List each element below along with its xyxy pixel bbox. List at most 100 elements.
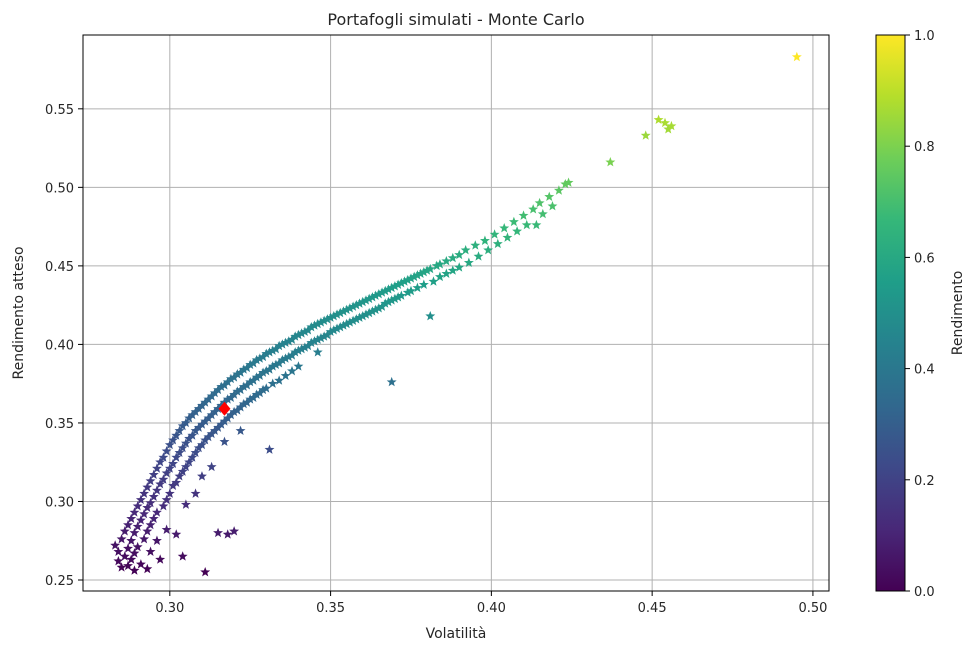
data-point (184, 433, 195, 443)
data-point (274, 375, 285, 385)
chart-title: Portafogli simulati - Monte Carlo (327, 10, 584, 29)
data-point (389, 281, 400, 291)
data-point (791, 51, 802, 62)
data-point (274, 340, 285, 351)
data-point (422, 265, 433, 275)
data-point (123, 560, 133, 571)
data-point (158, 474, 169, 484)
data-point (306, 337, 317, 348)
data-point (171, 430, 182, 440)
data-point (135, 559, 146, 569)
data-point (267, 378, 278, 388)
data-point (126, 554, 137, 564)
data-point (460, 244, 471, 255)
data-point (193, 442, 204, 453)
data-point (225, 409, 236, 420)
data-point (129, 507, 140, 517)
x-axis: 0.30 0.35 0.40 0.45 0.50 (155, 591, 827, 616)
y-tick-label: 0.40 (45, 338, 74, 353)
data-point (235, 384, 246, 395)
data-point (197, 439, 207, 450)
x-tick-label: 0.50 (798, 601, 827, 616)
data-point (351, 314, 362, 324)
data-point (261, 383, 272, 393)
data-point (152, 507, 162, 517)
data-point (560, 179, 571, 189)
data-point (213, 403, 223, 414)
data-point (653, 114, 664, 125)
x-axis-label: Volatilità (426, 626, 487, 642)
data-point (119, 551, 130, 561)
data-point (139, 488, 150, 498)
data-point (264, 347, 275, 357)
y-tick-label: 0.50 (45, 181, 74, 196)
data-point (158, 452, 169, 462)
data-point (479, 235, 490, 245)
data-point (447, 265, 458, 275)
data-point (258, 367, 269, 377)
y-tick-label: 0.55 (45, 103, 74, 118)
data-point (171, 529, 182, 539)
data-point (145, 497, 156, 508)
data-point (139, 508, 150, 519)
data-point (267, 345, 278, 355)
data-point (325, 312, 336, 322)
data-point (367, 306, 378, 316)
x-tick-label: 0.40 (477, 601, 506, 616)
data-point (193, 403, 204, 414)
data-point (235, 367, 246, 377)
data-point (248, 375, 259, 385)
data-point (537, 208, 548, 219)
data-point (335, 307, 346, 318)
data-point (206, 461, 217, 472)
data-point (216, 419, 227, 429)
data-point (161, 494, 172, 505)
data-point (129, 565, 140, 575)
data-point (287, 334, 297, 344)
data-point (370, 304, 381, 315)
data-point (174, 471, 185, 481)
highlight-point (218, 401, 231, 416)
data-point (406, 273, 416, 283)
data-point (322, 329, 333, 340)
data-point (383, 284, 394, 294)
data-point (508, 216, 519, 227)
colorbar-tick-label: 0.6 (914, 251, 935, 266)
data-point (123, 519, 133, 530)
data-point (142, 563, 153, 574)
data-point (290, 331, 301, 341)
data-point (225, 373, 236, 384)
data-point (245, 359, 256, 370)
data-point (534, 197, 545, 208)
data-point (209, 425, 220, 435)
data-point (126, 513, 137, 523)
data-point (393, 292, 404, 302)
data-point (406, 285, 416, 296)
data-point (412, 270, 423, 280)
data-point (389, 293, 400, 304)
data-point (235, 425, 246, 435)
data-point (521, 219, 532, 230)
data-point (190, 425, 201, 435)
data-point (251, 389, 262, 399)
data-point (409, 271, 420, 282)
data-point (180, 499, 191, 509)
data-point (386, 282, 397, 293)
data-point (219, 436, 230, 446)
data-point (148, 491, 159, 501)
data-point (248, 392, 259, 403)
data-point (261, 365, 272, 376)
y-tick-label: 0.45 (45, 260, 74, 275)
data-point (547, 201, 558, 211)
data-points (110, 51, 802, 577)
data-point (332, 309, 342, 319)
data-point (274, 358, 285, 368)
data-point (425, 310, 436, 321)
data-point (361, 295, 371, 305)
data-point (251, 354, 262, 365)
data-point (396, 277, 407, 288)
data-point (447, 252, 458, 263)
data-point (222, 529, 233, 539)
data-point (123, 543, 133, 553)
data-point (377, 301, 387, 311)
